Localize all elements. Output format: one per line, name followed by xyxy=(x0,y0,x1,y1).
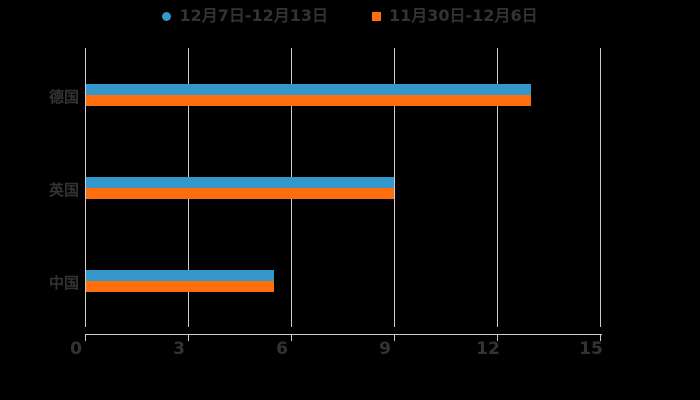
axis-tick-15 xyxy=(600,334,601,341)
x-tick-label-12: 12 xyxy=(476,339,500,359)
bar-英国-series1 xyxy=(86,176,394,188)
gridline-x-0 xyxy=(85,48,86,327)
bar-中国-series1 xyxy=(86,269,274,281)
x-axis-line xyxy=(85,334,602,335)
gridline-x-12 xyxy=(497,48,498,327)
axis-tick-3 xyxy=(188,334,189,341)
legend-item-week2[interactable]: 12月7日-12月13日 xyxy=(162,7,328,25)
gridline-x-15 xyxy=(600,48,601,327)
axis-tick-9 xyxy=(394,334,395,341)
category-label-3: 中国 xyxy=(48,273,79,292)
legend-square-marker-icon xyxy=(372,11,381,21)
gridline-x-9 xyxy=(394,48,395,327)
axis-tick-0 xyxy=(85,334,86,341)
bar-英国-series2 xyxy=(86,187,394,199)
bar-德国-series1 xyxy=(86,83,532,95)
bar-德国-series2 xyxy=(86,94,532,106)
legend-item-week1[interactable]: 11月30日-12月6日 xyxy=(372,7,538,25)
legend: 12月7日-12月13日 11月30日-12月6日 xyxy=(0,7,700,25)
category-label-1: 德国 xyxy=(48,87,79,106)
category-label-2: 英国 xyxy=(48,180,79,199)
x-tick-label-15: 15 xyxy=(579,339,603,359)
x-tick-label-0: 0 xyxy=(70,339,82,359)
legend-label-week2: 12月7日-12月13日 xyxy=(179,6,328,25)
x-tick-label-3: 3 xyxy=(173,339,185,359)
axis-tick-12 xyxy=(497,334,498,341)
axis-tick-6 xyxy=(291,334,292,341)
bar-中国-series2 xyxy=(86,280,274,292)
x-tick-label-6: 6 xyxy=(276,339,288,359)
legend-label-week1: 11月30日-12月6日 xyxy=(389,6,538,25)
legend-circle-marker-icon xyxy=(162,11,172,21)
x-tick-label-9: 9 xyxy=(379,339,391,359)
